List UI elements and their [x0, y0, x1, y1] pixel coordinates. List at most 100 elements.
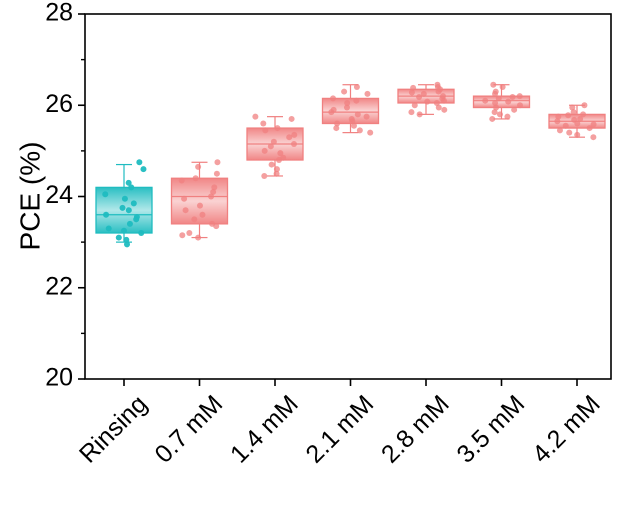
box-0-7-mm [170, 177, 229, 225]
data-point [590, 121, 597, 128]
data-point [270, 138, 277, 145]
data-point [574, 131, 581, 138]
data-point [182, 207, 189, 214]
data-point [252, 113, 259, 120]
data-point [136, 159, 143, 166]
box-group-1-4-mm [246, 113, 304, 179]
data-point [590, 134, 597, 141]
data-point [411, 102, 418, 109]
data-point [349, 118, 356, 125]
data-point [441, 106, 448, 113]
data-point [275, 157, 282, 163]
data-point [408, 89, 415, 96]
y-axis-label: PCE (%) [14, 142, 45, 251]
data-point [260, 120, 267, 127]
data-point [516, 102, 523, 109]
data-point [291, 131, 298, 138]
data-point [490, 81, 497, 88]
data-point [569, 104, 576, 111]
data-point [102, 191, 109, 198]
data-point [195, 163, 202, 170]
data-point [126, 220, 133, 227]
data-point [121, 227, 128, 234]
data-point [511, 106, 518, 113]
data-point [267, 143, 274, 150]
box-group-3-5-mm [472, 81, 531, 122]
box-group-0-7-mm [170, 159, 229, 241]
plot-area [95, 81, 606, 248]
data-point [199, 211, 206, 218]
y-tick-label: 28 [45, 0, 73, 27]
y-tick-label: 24 [45, 181, 73, 209]
data-point [408, 109, 415, 116]
data-point [119, 204, 126, 211]
box-group-4-2-mm [548, 102, 606, 141]
data-point [570, 109, 577, 116]
data-point [492, 99, 499, 106]
data-point [125, 179, 132, 186]
data-point [493, 104, 500, 111]
data-point [288, 115, 295, 122]
data-point [125, 207, 132, 214]
data-point [208, 193, 215, 200]
data-point [277, 150, 284, 157]
data-point [416, 94, 423, 101]
data-point [186, 230, 193, 236]
data-point [554, 118, 561, 125]
box-group-2-1-mm [321, 84, 380, 136]
data-point [499, 84, 506, 90]
data-point [211, 184, 218, 191]
data-point [192, 175, 199, 182]
data-point [364, 90, 371, 97]
data-point [581, 102, 588, 109]
data-point [353, 84, 360, 90]
data-point [495, 95, 502, 102]
data-point [274, 125, 281, 132]
data-point [433, 99, 440, 106]
data-point [420, 90, 427, 97]
box-3-5-mm [472, 95, 531, 109]
data-point [410, 84, 417, 91]
data-point [516, 93, 523, 100]
data-point [130, 200, 137, 207]
data-point [103, 211, 110, 218]
data-point [214, 159, 221, 166]
data-point [489, 115, 496, 122]
data-point [179, 232, 186, 239]
data-point [290, 141, 297, 148]
data-point [491, 109, 498, 116]
data-point [333, 125, 340, 132]
data-point [562, 122, 569, 129]
data-point [344, 99, 351, 106]
data-point [133, 216, 140, 223]
data-point [341, 88, 348, 95]
data-point [213, 223, 220, 230]
data-point [262, 127, 269, 134]
y-tick-label: 22 [45, 272, 73, 300]
data-point [105, 225, 112, 232]
data-point [354, 111, 361, 118]
data-point [435, 88, 442, 95]
data-point [181, 195, 188, 202]
y-tick-label: 26 [45, 90, 73, 118]
data-point [286, 134, 293, 141]
data-point [509, 94, 516, 101]
data-point [556, 127, 563, 134]
data-point [504, 113, 511, 120]
data-point [273, 166, 280, 173]
data-point [121, 195, 128, 202]
data-point [140, 166, 147, 173]
data-point [574, 120, 581, 127]
data-point [555, 113, 562, 120]
data-point [580, 111, 587, 118]
data-point [482, 97, 489, 104]
data-point [492, 90, 499, 97]
data-point [128, 184, 135, 191]
data-point [350, 122, 357, 129]
data-point [328, 109, 335, 116]
data-point [367, 129, 374, 136]
box-group-rinsing [95, 159, 153, 248]
data-point [363, 113, 370, 120]
